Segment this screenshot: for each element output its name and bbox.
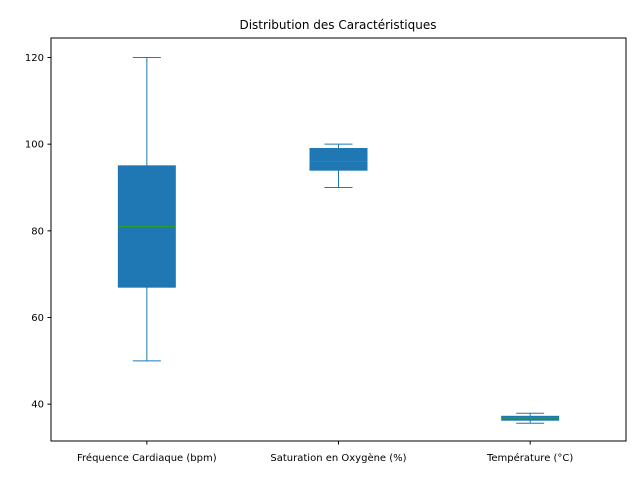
y-tick-label: 40 bbox=[31, 400, 44, 411]
chart-title: Distribution des Caractéristiques bbox=[239, 18, 436, 32]
y-tick-label: 100 bbox=[25, 140, 44, 151]
y-tick-label: 80 bbox=[31, 226, 44, 237]
box-iqr bbox=[309, 148, 368, 171]
box-group bbox=[117, 57, 176, 362]
y-tick-label: 60 bbox=[31, 313, 44, 324]
axes: 40 60 80 100 120 Fréquence Cardiaque (bpm) Sat… bbox=[25, 53, 574, 464]
y-tick-label: 120 bbox=[25, 53, 44, 64]
box-group bbox=[501, 412, 560, 424]
x-tick-label: Saturation en Oxygène (%) bbox=[270, 452, 406, 464]
x-tick-label: Température (°C) bbox=[486, 452, 573, 464]
box-group bbox=[309, 143, 368, 188]
x-tick-label: Fréquence Cardiaque (bpm) bbox=[77, 452, 217, 464]
plot-area bbox=[117, 57, 560, 424]
